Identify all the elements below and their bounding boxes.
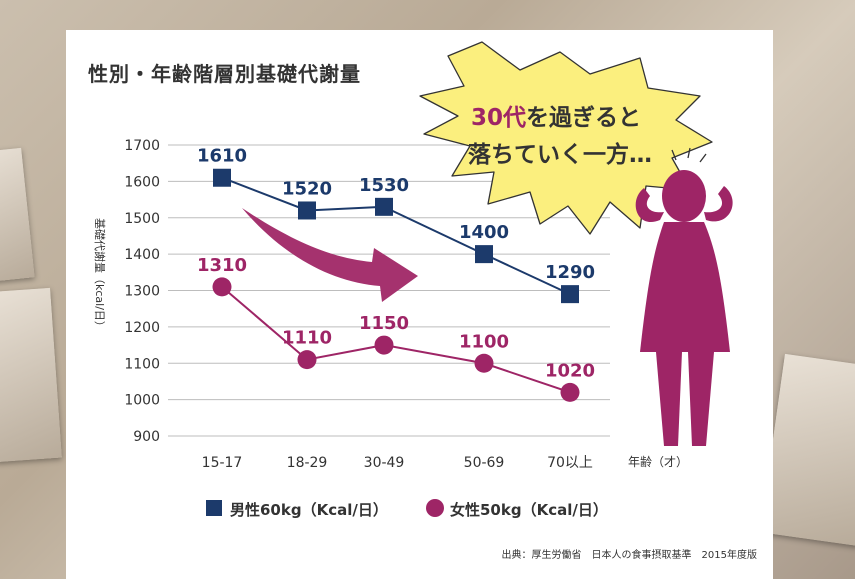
y-tick-label: 1000 [124, 393, 160, 409]
data-label-male: 1530 [359, 175, 409, 196]
data-label-male: 1290 [545, 262, 595, 283]
y-tick-label: 1300 [124, 284, 160, 300]
x-tick-label: 15-17 [202, 455, 243, 471]
data-label-female: 1310 [197, 255, 247, 276]
legend-male-marker [206, 500, 222, 516]
chart-title: 性別・年齢階層別基礎代謝量 [88, 62, 361, 86]
stress-lines-icon [671, 147, 707, 163]
woman-silhouette-icon [635, 170, 733, 446]
x-tick-label: 50-69 [464, 455, 505, 471]
y-axis-label: 基礎代謝量（kcal/日） [93, 218, 107, 332]
y-tick-label: 1500 [124, 211, 160, 227]
x-tick-label: 30-49 [364, 455, 405, 471]
y-tick-label: 1400 [124, 247, 160, 263]
legend-male-label: 男性60kg（Kcal/日） [230, 501, 388, 519]
legend-female-marker [426, 499, 444, 517]
data-label-male: 1520 [282, 178, 332, 199]
data-label-female: 1020 [545, 360, 595, 381]
x-tick-label: 70以上 [547, 455, 593, 471]
data-point-female [374, 335, 394, 355]
series-line-female [221, 286, 571, 394]
data-point-female [560, 382, 580, 402]
data-point-male [213, 168, 231, 187]
data-label-female: 1110 [282, 328, 332, 349]
data-point-male [561, 285, 579, 304]
speech-bubble [419, 41, 713, 235]
y-tick-label: 1100 [124, 356, 160, 372]
decline-arrow-icon [242, 208, 418, 302]
y-tick-label: 900 [133, 429, 160, 445]
source-note: 出典：厚生労働省 日本人の食事摂取基準 2015年度版 [501, 550, 757, 561]
data-point-female [212, 277, 232, 297]
data-point-female [297, 350, 317, 370]
data-label-male: 1400 [459, 222, 509, 243]
data-point-male [475, 245, 493, 264]
data-point-female [474, 353, 494, 373]
y-tick-label: 1700 [124, 138, 160, 154]
data-label-female: 1150 [359, 313, 409, 334]
callout-line-1: 30代を過ぎると [471, 104, 641, 131]
x-axis-label: 年齢（才） [628, 454, 688, 469]
y-tick-label: 1600 [124, 174, 160, 190]
data-label-female: 1100 [459, 331, 509, 352]
data-point-male [298, 201, 316, 220]
y-tick-label: 1200 [124, 320, 160, 336]
callout-line-2: 落ちていく一方… [468, 141, 652, 168]
data-label-male: 1610 [197, 146, 247, 167]
data-point-male [375, 197, 393, 216]
legend-female-label: 女性50kg（Kcal/日） [450, 501, 608, 519]
x-tick-label: 18-29 [287, 455, 328, 471]
